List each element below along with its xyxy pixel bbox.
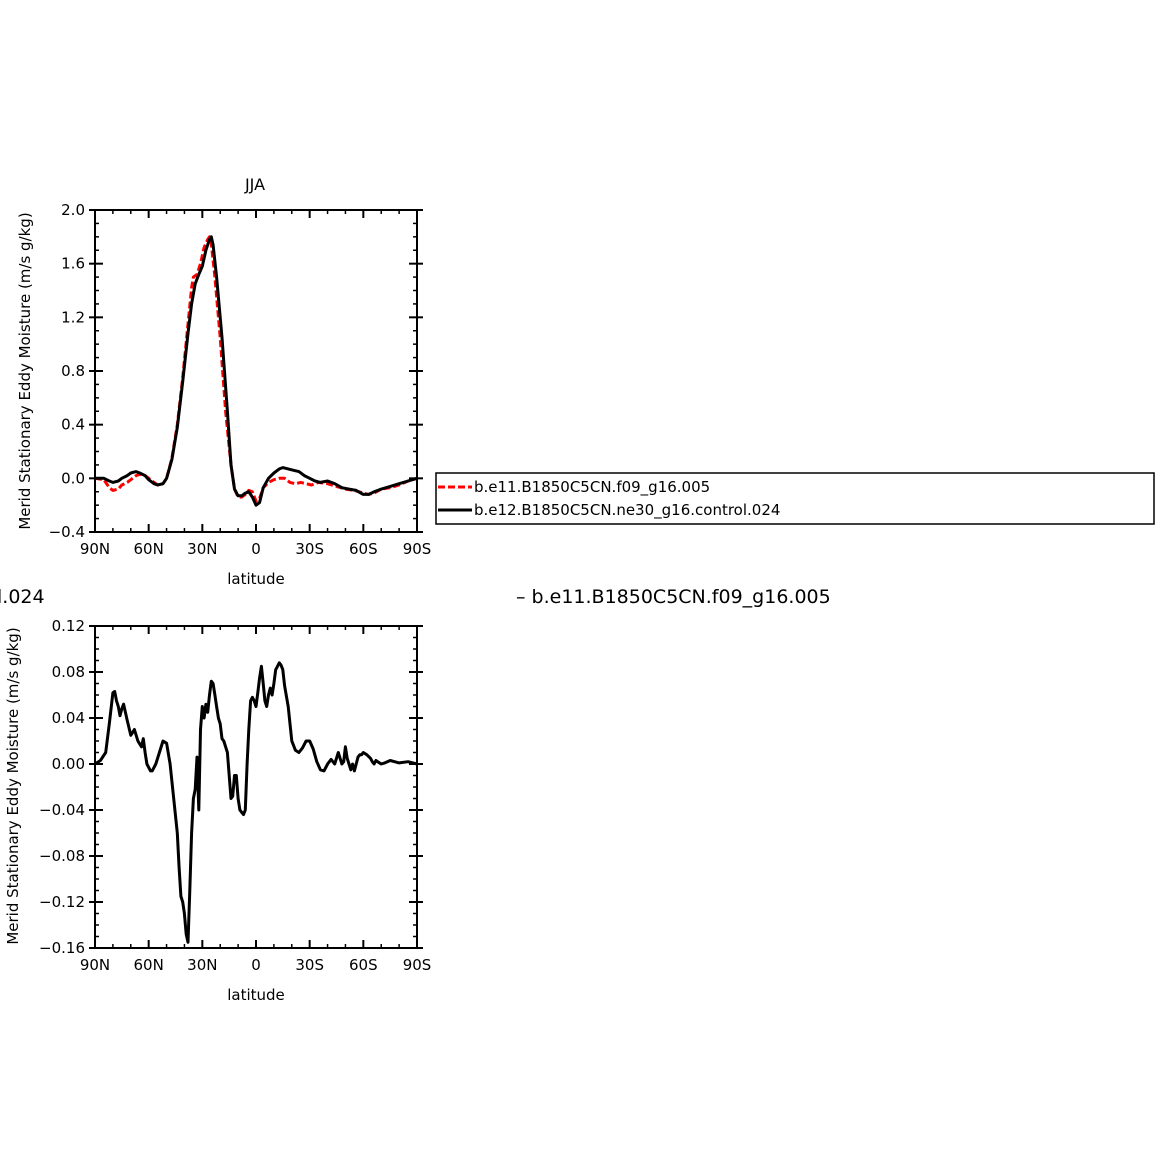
top-x-axis-label: latitude	[227, 570, 285, 588]
bottom-chart-marks	[94, 661, 418, 944]
y-tick-label: −0.04	[39, 801, 85, 819]
top-y-axis-label: Merid Stationary Eddy Moisture (m/s g/kg…	[16, 212, 34, 529]
y-tick-label: 0.12	[52, 617, 85, 635]
x-tick-label: 60S	[349, 540, 378, 558]
chart2-series-1-line	[94, 661, 418, 944]
y-tick-label: −0.08	[39, 847, 85, 865]
x-tick-label: 90S	[403, 956, 432, 974]
y-tick-label: 1.2	[61, 308, 85, 326]
top-plot-frame	[94, 209, 418, 533]
top-chart-axes: 90N 60N 30N 0 30S 60S 90S −0.4 0.0 0.4 0.8 1.2 1.6 2.…	[49, 201, 432, 558]
x-tick-label: 90N	[80, 540, 110, 558]
x-tick-label: 0	[251, 540, 261, 558]
y-tick-label: −0.12	[39, 893, 85, 911]
x-tick-label: 90N	[80, 956, 110, 974]
bottom-x-axis-label: latitude	[227, 986, 285, 1004]
y-tick-label: 1.6	[61, 255, 85, 273]
x-tick-label: 90S	[403, 540, 432, 558]
chart1-series-1-line	[94, 235, 418, 503]
y-tick-label: 0.00	[52, 755, 85, 773]
top-chart-title: JJA	[244, 175, 265, 194]
y-tick-label: 0.04	[52, 709, 85, 727]
legend-label-series-1: b.e11.B1850C5CN.f09_g16.005	[474, 478, 710, 497]
legend: b.e11.B1850C5CN.f09_g16.005 b.e12.B1850C…	[435, 472, 1155, 525]
bottom-title-right-fragment: – b.e11.B1850C5CN.f09_g16.005	[516, 586, 831, 608]
legend-box	[435, 472, 1155, 525]
x-tick-label: 30S	[295, 956, 324, 974]
bottom-chart-axes: 90N 60N 30N 0 30S 60S 90S −0.16 −0.12 −0.08 −0.04 0…	[39, 617, 431, 974]
top-panel: JJA 90N 60N 30N 0 30S 60S 90S −0.4 0.0 0.4 0.8 1.2 1…	[16, 175, 1155, 588]
bottom-panel: l.024 – b.e11.B1850C5CN.f09_g16.005 90N 6…	[0, 586, 831, 1004]
x-tick-label: 0	[251, 956, 261, 974]
legend-label-series-2: b.e12.B1850C5CN.ne30_g16.control.024	[474, 501, 780, 520]
top-chart-marks	[94, 235, 418, 507]
y-tick-label: 0.4	[61, 416, 85, 434]
bottom-title-left-fragment: l.024	[0, 586, 45, 608]
x-tick-label: 30S	[295, 540, 324, 558]
y-tick-label: 0.08	[52, 663, 85, 681]
x-tick-label: 30N	[187, 956, 217, 974]
bottom-y-axis-label: Merid Stationary Eddy Moisture (m/s g/kg…	[4, 627, 22, 944]
chart1-series-2-line	[95, 235, 418, 507]
x-tick-label: 60N	[134, 956, 164, 974]
bottom-plot-frame	[94, 625, 418, 949]
x-tick-label: 30N	[187, 540, 217, 558]
y-tick-label: 2.0	[61, 201, 85, 219]
y-tick-label: 0.0	[61, 469, 85, 487]
y-tick-label: −0.16	[39, 939, 85, 957]
x-tick-label: 60N	[134, 540, 164, 558]
y-tick-label: −0.4	[49, 523, 85, 541]
x-tick-label: 60S	[349, 956, 378, 974]
y-tick-label: 0.8	[61, 362, 85, 380]
